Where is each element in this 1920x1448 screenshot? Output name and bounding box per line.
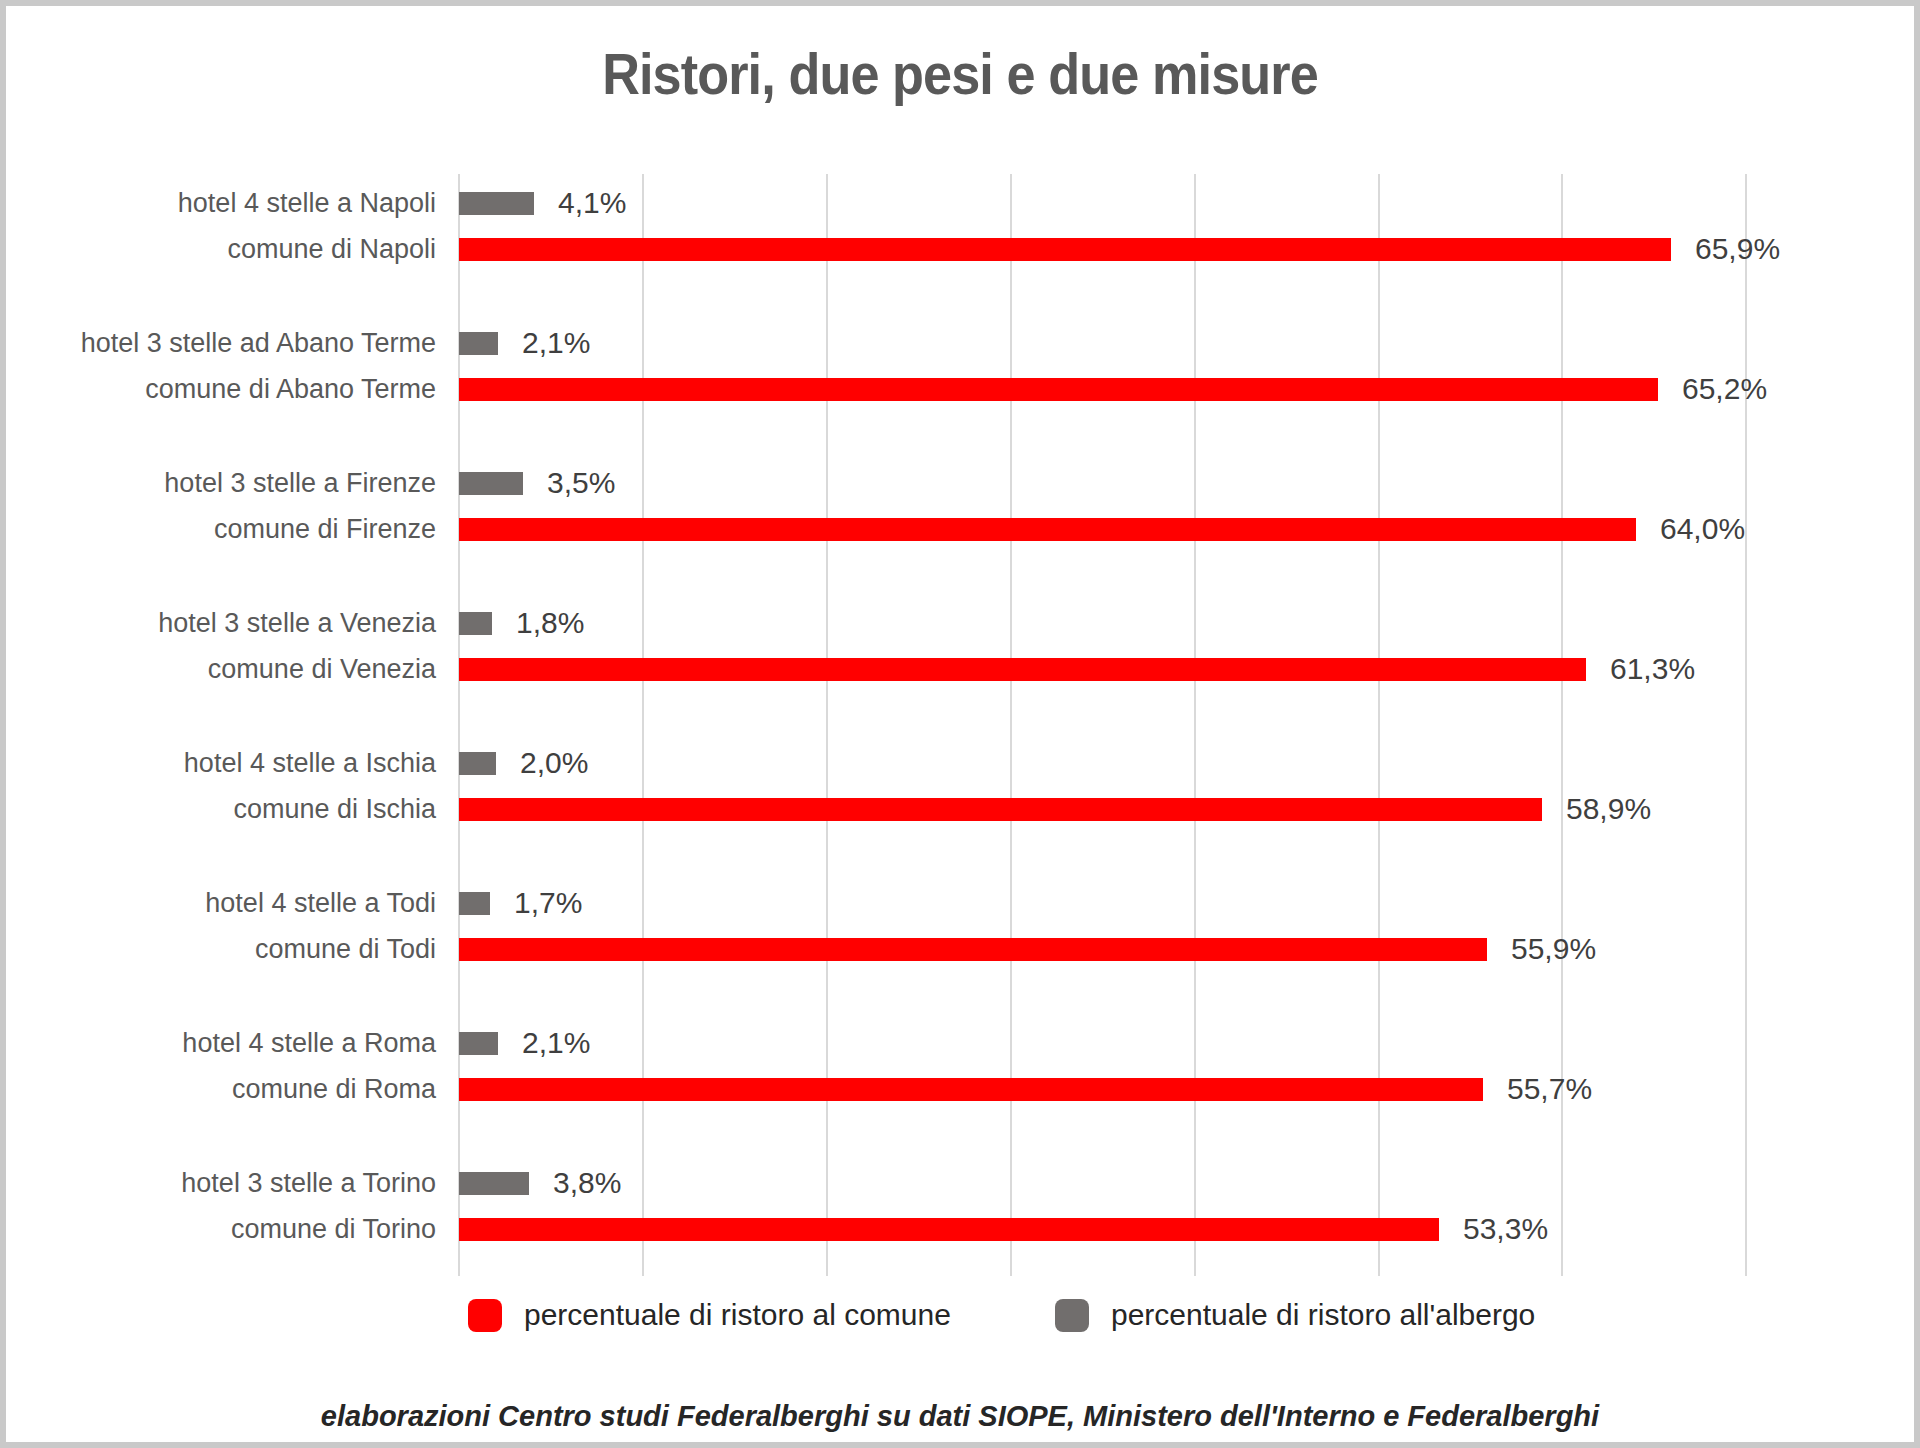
- hotel-bar-hotel-3-stelle-a-torino: [459, 1172, 529, 1195]
- value-label-hotel-3-stelle-a-venezia: 1,8%: [516, 604, 584, 642]
- comune-bar-comune-di-ischia: [459, 798, 1542, 821]
- category-label-comune-di-torino: comune di Torino: [6, 1210, 436, 1248]
- value-label-comune-di-napoli: 65,9%: [1695, 230, 1780, 268]
- comune-bar-comune-di-abano-terme: [459, 378, 1658, 401]
- comune-bar-comune-di-roma: [459, 1078, 1483, 1101]
- value-label-comune-di-todi: 55,9%: [1511, 930, 1596, 968]
- hotel-bar-hotel-4-stelle-a-napoli: [459, 192, 534, 215]
- hotel-bar-hotel-3-stelle-ad-abano-terme: [459, 332, 498, 355]
- category-label-hotel-3-stelle-ad-abano-terme: hotel 3 stelle ad Abano Terme: [6, 324, 436, 362]
- category-label-hotel-3-stelle-a-torino: hotel 3 stelle a Torino: [6, 1164, 436, 1202]
- x-gridline-20pct: [826, 174, 828, 1276]
- legend-item-comune: percentuale di ristoro al comune: [468, 1298, 951, 1332]
- plot-area: hotel 4 stelle a Napoli 4,1% comune di Nap…: [6, 6, 1914, 1442]
- category-label-hotel-4-stelle-a-todi: hotel 4 stelle a Todi: [6, 884, 436, 922]
- x-gridline-30pct: [1010, 174, 1012, 1276]
- category-label-hotel-3-stelle-a-firenze: hotel 3 stelle a Firenze: [6, 464, 436, 502]
- value-label-hotel-3-stelle-a-firenze: 3,5%: [547, 464, 615, 502]
- x-gridline-60pct: [1561, 174, 1563, 1276]
- category-label-comune-di-venezia: comune di Venezia: [6, 650, 436, 688]
- category-label-hotel-4-stelle-a-roma: hotel 4 stelle a Roma: [6, 1024, 436, 1062]
- value-label-comune-di-roma: 55,7%: [1507, 1070, 1592, 1108]
- hotel-bar-hotel-3-stelle-a-firenze: [459, 472, 523, 495]
- category-label-comune-di-napoli: comune di Napoli: [6, 230, 436, 268]
- legend-swatch-albergo: [1055, 1299, 1089, 1332]
- value-label-hotel-4-stelle-a-napoli: 4,1%: [558, 184, 626, 222]
- comune-bar-comune-di-venezia: [459, 658, 1586, 681]
- legend-swatch-comune: [468, 1299, 502, 1332]
- value-label-hotel-4-stelle-a-ischia: 2,0%: [520, 744, 588, 782]
- source-note: elaborazioni Centro studi Federalberghi …: [6, 1400, 1914, 1433]
- value-label-hotel-3-stelle-a-torino: 3,8%: [553, 1164, 621, 1202]
- chart-page: Ristori, due pesi e due misure hotel 4 s…: [0, 0, 1920, 1448]
- value-label-hotel-4-stelle-a-roma: 2,1%: [522, 1024, 590, 1062]
- value-label-comune-di-venezia: 61,3%: [1610, 650, 1695, 688]
- category-label-hotel-3-stelle-a-venezia: hotel 3 stelle a Venezia: [6, 604, 436, 642]
- hotel-bar-hotel-4-stelle-a-ischia: [459, 752, 496, 775]
- comune-bar-comune-di-torino: [459, 1218, 1439, 1241]
- category-label-comune-di-firenze: comune di Firenze: [6, 510, 436, 548]
- comune-bar-comune-di-napoli: [459, 238, 1671, 261]
- category-label-comune-di-roma: comune di Roma: [6, 1070, 436, 1108]
- x-gridline-70pct: [1745, 174, 1747, 1276]
- x-gridline-50pct: [1378, 174, 1380, 1276]
- comune-bar-comune-di-todi: [459, 938, 1487, 961]
- value-label-comune-di-abano-terme: 65,2%: [1682, 370, 1767, 408]
- legend-label-comune: percentuale di ristoro al comune: [524, 1298, 951, 1332]
- x-gridline-40pct: [1194, 174, 1196, 1276]
- legend-item-albergo: percentuale di ristoro all'albergo: [1055, 1298, 1535, 1332]
- hotel-bar-hotel-4-stelle-a-todi: [459, 892, 490, 915]
- comune-bar-comune-di-firenze: [459, 518, 1636, 541]
- category-label-hotel-4-stelle-a-napoli: hotel 4 stelle a Napoli: [6, 184, 436, 222]
- category-label-hotel-4-stelle-a-ischia: hotel 4 stelle a Ischia: [6, 744, 436, 782]
- category-label-comune-di-todi: comune di Todi: [6, 930, 436, 968]
- value-label-comune-di-firenze: 64,0%: [1660, 510, 1745, 548]
- value-label-hotel-4-stelle-a-todi: 1,7%: [514, 884, 582, 922]
- value-label-comune-di-ischia: 58,9%: [1566, 790, 1651, 828]
- legend-label-albergo: percentuale di ristoro all'albergo: [1111, 1298, 1535, 1332]
- category-label-comune-di-ischia: comune di Ischia: [6, 790, 436, 828]
- x-gridline-10pct: [642, 174, 644, 1276]
- hotel-bar-hotel-4-stelle-a-roma: [459, 1032, 498, 1055]
- hotel-bar-hotel-3-stelle-a-venezia: [459, 612, 492, 635]
- category-label-comune-di-abano-terme: comune di Abano Terme: [6, 370, 436, 408]
- value-label-hotel-3-stelle-ad-abano-terme: 2,1%: [522, 324, 590, 362]
- value-label-comune-di-torino: 53,3%: [1463, 1210, 1548, 1248]
